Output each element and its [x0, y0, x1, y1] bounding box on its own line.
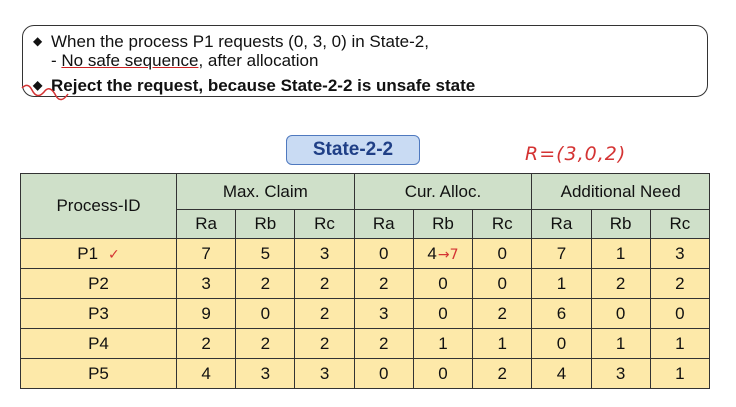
table-cell: 3 [649, 238, 711, 269]
table-cell: 7 [175, 238, 237, 269]
table-cell: 2 [294, 298, 355, 329]
table-cell: 3 [590, 358, 651, 389]
process-id-cell: P5 [20, 358, 177, 389]
table-cell: 1 [649, 358, 711, 389]
table-cell: 0 [353, 358, 414, 389]
table-row: P1 ✓ 7 5 3 0 4→7 0 7 1 3 [20, 238, 711, 269]
table-cell: 3 [294, 358, 355, 389]
table-cell: 2 [294, 268, 355, 299]
sub-header-row: Ra Rb Rc Ra Rb Rc Ra Rb Rc [21, 209, 711, 239]
sub-header: Rb [590, 209, 651, 239]
table-cell: 2 [175, 328, 237, 359]
note-line-3: ◆ Reject the request, because State-2-2 i… [33, 76, 476, 95]
process-id-cell: P4 [20, 328, 177, 359]
group-header-row: Process-ID Max. Claim Cur. Alloc. Additi… [20, 173, 710, 239]
table-cell: 2 [590, 268, 651, 299]
table-cell: 2 [235, 328, 296, 359]
check-mark-icon: ✓ [108, 246, 120, 263]
table-cell: 1 [649, 328, 711, 359]
table-cell: 4 [175, 358, 237, 389]
table-cell: 1 [590, 328, 651, 359]
sub-header: Ra [175, 209, 237, 239]
table-cell: 1 [590, 238, 651, 269]
table-cell: 2 [353, 268, 414, 299]
sub-header: Rb [412, 209, 474, 239]
sub-header: Ra [353, 209, 414, 239]
table-cell: 0 [472, 238, 533, 269]
table-cell: 4→7 [412, 238, 474, 269]
table-cell: 0 [412, 268, 474, 299]
table-cell: 2 [472, 358, 533, 389]
table-cell: 3 [294, 238, 355, 269]
handwritten-note: R=(3,0,2) [525, 143, 627, 165]
max-claim-header: Max. Claim [176, 173, 355, 210]
process-id-cell: P1 ✓ [20, 238, 177, 269]
cur-alloc-header: Cur. Alloc. [353, 173, 533, 210]
note-line-1: ◆ When the process P1 requests (0, 3, 0) … [33, 32, 429, 51]
sub-header: Ra [531, 209, 592, 239]
state-table: Process-ID Max. Claim Cur. Alloc. Additi… [20, 173, 711, 389]
table-cell: 1 [412, 328, 474, 359]
table-cell: 0 [412, 358, 474, 389]
table-row: P4 2 2 2 2 1 1 0 1 1 [20, 328, 711, 359]
sub-header: Rb [235, 209, 296, 239]
table-cell: 0 [590, 298, 651, 329]
table-cell: 0 [353, 238, 414, 269]
notes-box: ◆ When the process P1 requests (0, 3, 0) … [22, 25, 708, 97]
state-title: State-2-2 [286, 135, 420, 165]
sub-header: Rc [649, 209, 711, 239]
diamond-bullet-icon: ◆ [33, 78, 43, 92]
table-row: P2 3 2 2 2 0 0 1 2 2 [20, 268, 711, 299]
table-cell: 1 [472, 328, 533, 359]
table-cell: 6 [531, 298, 592, 329]
table-cell: 7 [531, 238, 592, 269]
table-cell: 3 [175, 268, 237, 299]
process-id-header: Process-ID [20, 173, 177, 239]
process-id-cell: P2 [20, 268, 177, 299]
arrow-annotation: →7 [437, 246, 459, 263]
table-cell: 0 [472, 268, 533, 299]
table-cell: 0 [412, 298, 474, 329]
table-cell: 3 [235, 358, 296, 389]
table-cell: 2 [649, 268, 711, 299]
table-cell: 5 [235, 238, 296, 269]
table-cell: 0 [649, 298, 711, 329]
table-cell: 9 [175, 298, 237, 329]
sub-header: Rc [472, 209, 533, 239]
table-cell: 2 [353, 328, 414, 359]
diamond-bullet-icon: ◆ [33, 34, 43, 48]
table-cell: 2 [472, 298, 533, 329]
additional-need-header: Additional Need [531, 173, 710, 210]
note-line-2: - No safe sequence, after allocation [51, 51, 319, 70]
table-cell: 2 [235, 268, 296, 299]
sub-header: Rc [294, 209, 355, 239]
table-cell: 0 [531, 328, 592, 359]
table-row: P5 4 3 3 0 0 2 4 3 1 [20, 358, 711, 389]
table-row: P3 9 0 2 3 0 2 6 0 0 [20, 298, 711, 329]
table-cell: 0 [235, 298, 296, 329]
process-id-cell: P3 [20, 298, 177, 329]
no-safe-sequence-text: No safe sequence [61, 51, 199, 70]
table-cell: 1 [531, 268, 592, 299]
table-cell: 2 [294, 328, 355, 359]
table-cell: 4 [531, 358, 592, 389]
table-cell: 3 [353, 298, 414, 329]
